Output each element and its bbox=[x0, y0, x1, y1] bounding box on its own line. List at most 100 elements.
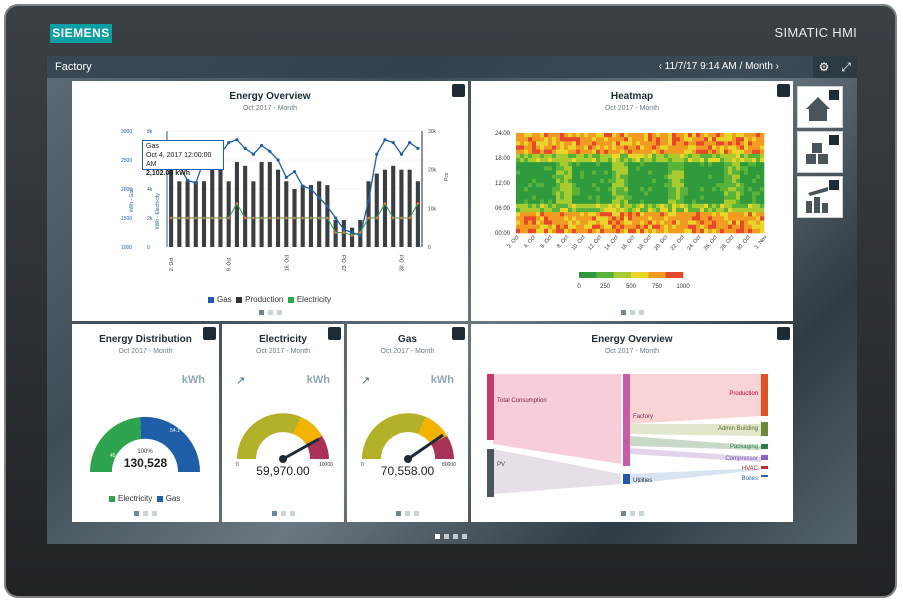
heatmap-cell bbox=[584, 170, 589, 175]
heatmap-cell bbox=[620, 208, 625, 213]
heatmap-cell bbox=[552, 187, 557, 192]
heatmap-cell bbox=[700, 187, 705, 192]
zoom-icon[interactable] bbox=[452, 327, 465, 340]
bar-production bbox=[415, 181, 420, 247]
heatmap-cell bbox=[608, 153, 613, 159]
heatmap-cell bbox=[676, 220, 681, 225]
heatmap-cell bbox=[756, 145, 761, 150]
node-boiles[interactable] bbox=[761, 475, 768, 477]
page-dots[interactable] bbox=[72, 511, 219, 516]
node-packaging[interactable] bbox=[761, 444, 768, 449]
heatmap-cell bbox=[596, 166, 601, 171]
screen-page-dots[interactable] bbox=[433, 534, 469, 539]
zoom-icon[interactable] bbox=[777, 327, 790, 340]
heatmap-cell bbox=[616, 153, 621, 159]
legend-gas[interactable]: Gas bbox=[165, 494, 181, 503]
home-tile[interactable] bbox=[797, 86, 843, 128]
heatmap-cell bbox=[572, 224, 577, 230]
heatmap-cell bbox=[692, 203, 697, 209]
gear-icon[interactable]: ⚙ bbox=[813, 56, 835, 78]
assets-tile[interactable] bbox=[797, 131, 843, 173]
legend-production[interactable]: Production bbox=[245, 295, 284, 304]
page-dots[interactable] bbox=[347, 511, 468, 516]
heatmap-cell bbox=[540, 199, 545, 205]
node-compressor[interactable] bbox=[761, 455, 768, 460]
heatmap-cell bbox=[628, 137, 633, 142]
node-admin-building[interactable] bbox=[761, 422, 768, 436]
heatmap-cell bbox=[624, 166, 629, 171]
date-navigator[interactable]: ‹ 11/7/17 9:14 AM / Month › bbox=[658, 61, 779, 72]
zoom-icon[interactable] bbox=[452, 84, 465, 97]
heatmap-cell bbox=[624, 133, 629, 138]
plant-tile[interactable] bbox=[797, 176, 843, 218]
heatmap-cell bbox=[664, 220, 669, 225]
heatmap-cell bbox=[524, 212, 529, 217]
heatmap-cell bbox=[700, 212, 705, 217]
heatmap-cell bbox=[732, 137, 737, 142]
heatmap-cell bbox=[684, 137, 689, 142]
heatmap-cell bbox=[696, 191, 701, 196]
heatmap-cell bbox=[548, 174, 553, 180]
node-factory[interactable] bbox=[623, 374, 630, 466]
heatmap-cell bbox=[576, 178, 581, 184]
heatmap-cell bbox=[664, 183, 669, 188]
heatmap-cell bbox=[760, 224, 765, 230]
heatmap-cell bbox=[572, 220, 577, 225]
zoom-icon[interactable] bbox=[328, 327, 341, 340]
heatmap-cell bbox=[740, 162, 745, 167]
heatmap-cell bbox=[756, 178, 761, 184]
heatmap-cell bbox=[632, 224, 637, 230]
page-dots[interactable] bbox=[72, 310, 468, 315]
heatmap-cell bbox=[592, 212, 597, 217]
heatmap-cell bbox=[632, 216, 637, 221]
heatmap-cell bbox=[592, 141, 597, 146]
node-pv[interactable] bbox=[487, 449, 494, 497]
heatmap-cell bbox=[520, 199, 525, 205]
heatmap-cell bbox=[680, 133, 685, 138]
heatmap-cell bbox=[760, 203, 765, 209]
heatmap-cell bbox=[720, 191, 725, 196]
legend-electricity[interactable]: Electricity bbox=[118, 494, 153, 503]
heatmap-cell bbox=[556, 149, 561, 155]
legend-gas[interactable]: Gas bbox=[217, 295, 232, 304]
heatmap-cell bbox=[664, 199, 669, 205]
heatmap-cell bbox=[684, 174, 689, 180]
heatmap-cell bbox=[536, 149, 541, 155]
heatmap-cell bbox=[656, 158, 661, 163]
heatmap-cell bbox=[640, 208, 645, 213]
page-dots[interactable] bbox=[471, 310, 793, 315]
heatmap-cell bbox=[568, 203, 573, 209]
node-production[interactable] bbox=[761, 374, 768, 416]
zoom-icon[interactable] bbox=[203, 327, 216, 340]
heatmap-cell bbox=[524, 195, 529, 200]
heatmap-cell bbox=[720, 216, 725, 221]
legend-electricity[interactable]: Electricity bbox=[296, 295, 332, 304]
heatmap-cell bbox=[720, 174, 725, 180]
fullscreen-icon[interactable]: ⤢ bbox=[835, 56, 857, 78]
heatmap-cell bbox=[564, 174, 569, 180]
heatmap-cell bbox=[716, 220, 721, 225]
heatmap-cell bbox=[744, 224, 749, 230]
heatmap-cell bbox=[612, 137, 617, 142]
heatmap-cell bbox=[560, 137, 565, 142]
point-electricity bbox=[227, 216, 231, 220]
heatmap-cell bbox=[540, 191, 545, 196]
heatmap-cell bbox=[664, 203, 669, 209]
node-total-consumption[interactable] bbox=[487, 374, 494, 440]
heatmap-cell bbox=[548, 162, 553, 167]
heatmap-cell bbox=[720, 208, 725, 213]
node-utilities[interactable] bbox=[623, 474, 630, 484]
heatmap-cell bbox=[528, 220, 533, 225]
point-electricity bbox=[416, 202, 420, 205]
page-dots[interactable] bbox=[222, 511, 344, 516]
heatmap-cell bbox=[580, 145, 585, 150]
heatmap-cell bbox=[532, 216, 537, 221]
heatmap-cell bbox=[676, 228, 681, 234]
heatmap-cell bbox=[544, 149, 549, 155]
node-hvac[interactable] bbox=[761, 466, 768, 469]
heatmap-cell bbox=[576, 220, 581, 225]
zoom-icon[interactable] bbox=[777, 84, 790, 97]
heatmap-cell bbox=[620, 158, 625, 163]
heatmap-cell bbox=[532, 158, 537, 163]
page-dots[interactable] bbox=[471, 511, 793, 516]
